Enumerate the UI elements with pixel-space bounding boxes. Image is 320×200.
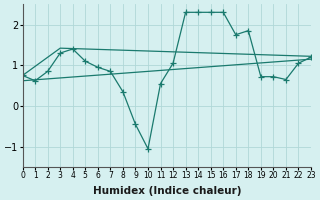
X-axis label: Humidex (Indice chaleur): Humidex (Indice chaleur) — [92, 186, 241, 196]
